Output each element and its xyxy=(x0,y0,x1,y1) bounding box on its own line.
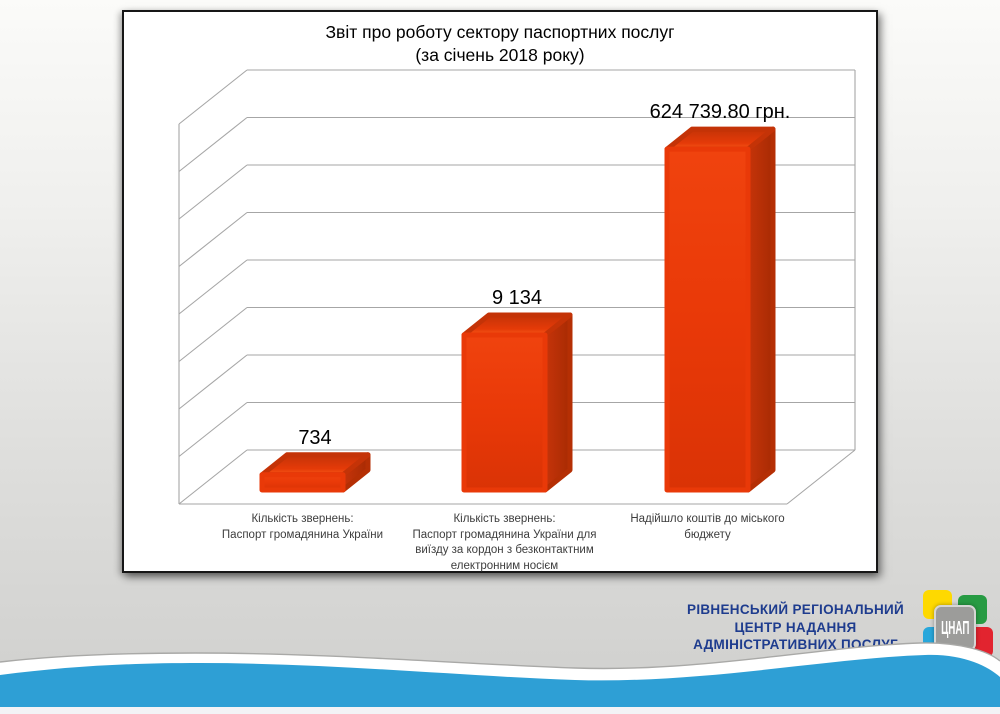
bar-value-label: 9 134 xyxy=(492,287,542,309)
bar-3 xyxy=(664,126,776,493)
category-label-2: Кількість звернень: Паспорт громадянина У… xyxy=(380,512,630,574)
category-label-line: Паспорт громадянина України xyxy=(221,528,384,541)
org-name-line-1: РІВНЕНСЬКИЙ РЕГІОНАЛЬНИЙ xyxy=(687,602,904,617)
bar-chart-3d: 734 9 134 624 739.80 грн. xyxy=(178,69,856,505)
chart-title: Звіт про роботу сектору паспортних послу… xyxy=(124,21,876,67)
bar-2 xyxy=(461,312,573,493)
org-name-line-2: ЦЕНТР НАДАННЯ xyxy=(734,619,857,635)
chart-card: 734 9 134 624 739.80 грн. Звіт про роботу … xyxy=(122,10,878,573)
category-label-line: Кількість звернень: xyxy=(251,513,354,525)
category-label-line: бюджету xyxy=(684,528,731,541)
category-label-line: електронним носієм xyxy=(450,559,559,572)
chart-title-line-1: Звіт про роботу сектору паспортних послу… xyxy=(325,22,675,42)
wave-top-line xyxy=(0,642,1000,670)
bottom-wave xyxy=(0,642,1000,714)
category-label-1: Кількість звернень: Паспорт громадянина У… xyxy=(178,512,428,543)
wave-bottom-strip xyxy=(0,707,1000,714)
category-label-3: Надійшло коштів до міського бюджету xyxy=(583,512,833,543)
bar-value-label: 624 739.80 грн. xyxy=(650,101,791,123)
category-label-line: Паспорт громадянина України для xyxy=(412,528,597,541)
category-label-line: Надійшло коштів до міського xyxy=(630,513,785,525)
category-label-line: виїзду за кордон з безконтактним xyxy=(415,544,594,557)
chart-title-line-2: (за січень 2018 року) xyxy=(415,45,585,66)
bar-value-label: 734 xyxy=(298,427,331,449)
wave-blue xyxy=(0,654,1000,707)
chart-bars xyxy=(259,126,776,493)
bar-1 xyxy=(259,452,371,493)
chart-value-labels: 734 9 134 624 739.80 грн. xyxy=(298,101,790,449)
category-label-line: Кількість звернень: xyxy=(453,513,556,525)
logo-text: ЦНАП xyxy=(940,617,970,639)
org-name: РІВНЕНСЬКИЙ РЕГІОНАЛЬНИЙ ЦЕНТР НАДАННЯ А… xyxy=(687,601,904,654)
